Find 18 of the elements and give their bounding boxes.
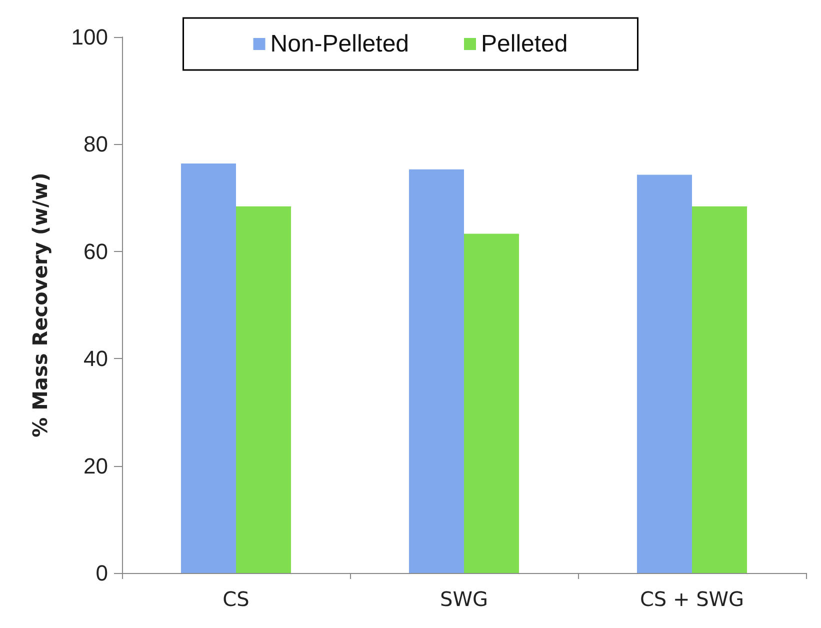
bar	[692, 206, 747, 573]
legend-label: Non-Pelleted	[270, 30, 410, 58]
y-tick-label: 100	[71, 24, 108, 50]
y-tick-label: 20	[84, 453, 108, 478]
legend-label: Pelleted	[481, 30, 568, 58]
y-axis-title: % Mass Recovery (w/w)	[28, 172, 52, 438]
y-tick-label: 80	[84, 132, 108, 157]
x-tick-label: CS	[222, 587, 250, 611]
bar	[181, 163, 236, 573]
bar	[464, 234, 519, 573]
x-tick-label: SWG	[440, 587, 488, 611]
x-tick-label: CS + SWG	[640, 587, 744, 611]
bar	[236, 206, 291, 573]
y-tick-label: 40	[84, 346, 108, 372]
y-tick-label: 60	[84, 238, 108, 264]
bar	[409, 169, 464, 573]
bar	[637, 174, 692, 573]
y-tick-label: 0	[96, 560, 108, 586]
